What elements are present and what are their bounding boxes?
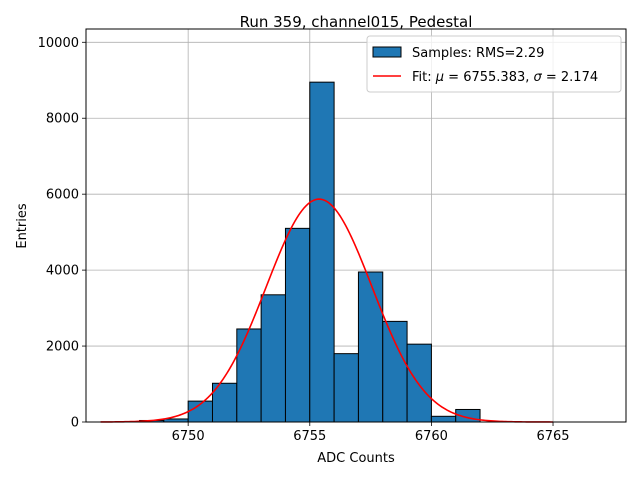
fit-curve xyxy=(100,198,554,423)
y-tick-label: 4000 xyxy=(46,264,79,279)
histogram-bar xyxy=(236,328,262,423)
legend: Samples: RMS=2.29 Fit: μ = 6755.383, σ =… xyxy=(366,35,622,93)
y-tick-label: 6000 xyxy=(46,188,79,203)
legend-fit-sigma-value: = 2.174 xyxy=(542,70,598,85)
histogram-bar xyxy=(357,271,384,423)
histogram-bar xyxy=(284,227,311,423)
y-tick-label: 10000 xyxy=(38,36,79,51)
legend-fit-mu-value: = 6755.383, xyxy=(444,70,533,85)
legend-fit-mu-symbol: μ xyxy=(435,70,444,85)
legend-fit-sigma-symbol: σ xyxy=(534,70,543,85)
x-axis-label: ADC Counts xyxy=(317,451,395,466)
x-tick-label: 6750 xyxy=(172,429,205,444)
plot-area: 6750 6755 6760 6765 0 2000 4000 6000 8000 10000 xyxy=(38,28,627,444)
histogram-bar xyxy=(382,320,408,423)
legend-samples-swatch xyxy=(372,46,402,58)
legend-samples-label: Samples: RMS=2.29 xyxy=(412,46,544,61)
x-tick-label: 6765 xyxy=(536,429,569,444)
histogram-bar xyxy=(211,382,238,423)
x-tick-label: 6755 xyxy=(293,429,326,444)
legend-fit-label: Fit: μ = 6755.383, σ = 2.174 xyxy=(412,70,598,85)
y-tick-label: 8000 xyxy=(46,112,79,127)
histogram-bar xyxy=(333,353,359,423)
y-axis-label: Entries xyxy=(15,203,30,249)
histogram-bars xyxy=(139,81,481,423)
y-tick-label: 0 xyxy=(71,416,79,431)
x-tick-label: 6760 xyxy=(415,429,448,444)
histogram-bar xyxy=(260,294,286,423)
histogram-bar xyxy=(406,343,432,423)
x-axis-ticks: 6750 6755 6760 6765 xyxy=(172,422,570,444)
histogram-bar xyxy=(430,415,457,423)
chart-title: Run 359, channel015, Pedestal xyxy=(240,13,473,31)
axes-frame xyxy=(85,28,627,423)
legend-fit-prefix: Fit: xyxy=(412,70,436,85)
legend-box xyxy=(366,35,622,93)
y-tick-label: 2000 xyxy=(46,340,79,355)
y-axis-ticks: 0 2000 4000 6000 8000 10000 xyxy=(38,36,86,431)
histogram-bar xyxy=(309,81,335,423)
